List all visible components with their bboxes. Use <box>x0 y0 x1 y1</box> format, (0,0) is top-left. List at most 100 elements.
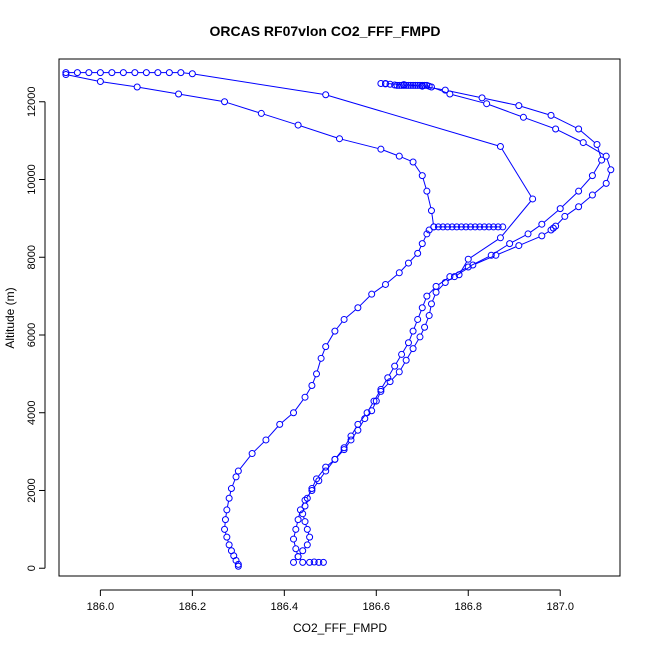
data-point <box>294 553 302 561</box>
data-point <box>119 69 127 77</box>
data-point <box>301 518 309 526</box>
data-point <box>232 473 240 481</box>
data-point <box>575 187 583 195</box>
data-point <box>549 224 557 232</box>
data-point <box>299 547 307 555</box>
data-point <box>313 370 321 378</box>
data-point <box>457 223 465 231</box>
series-segment <box>327 461 334 469</box>
data-point <box>303 541 311 549</box>
series-segment <box>580 196 591 206</box>
series-segment <box>381 380 387 388</box>
series-segment <box>422 178 427 189</box>
data-point <box>423 292 431 300</box>
series-segment <box>580 177 591 190</box>
y-tick-label: 4000 <box>26 400 38 424</box>
data-point <box>538 220 546 228</box>
data-point <box>469 261 477 269</box>
series-segment <box>425 318 429 325</box>
series-segment <box>409 333 413 341</box>
series-segment <box>489 104 521 117</box>
series-segment <box>312 376 316 383</box>
data-point <box>133 83 141 91</box>
series-segment <box>413 322 418 329</box>
data-point <box>409 327 417 335</box>
data-point <box>322 467 330 475</box>
data-point <box>290 409 298 417</box>
plot-frame <box>58 58 621 577</box>
series-segment <box>294 399 304 411</box>
data-point <box>395 81 403 89</box>
data-point <box>322 343 330 351</box>
series-segment <box>557 218 564 225</box>
data-point <box>131 69 139 77</box>
y-tick-label: 2000 <box>26 478 38 502</box>
series-segment <box>558 129 581 142</box>
series-segment <box>359 414 366 423</box>
series-segment <box>320 473 325 479</box>
series-segment <box>606 172 611 181</box>
series-segment <box>293 541 296 546</box>
series-segment <box>328 95 498 147</box>
series-segment <box>429 306 432 313</box>
series-segment <box>298 512 301 517</box>
data-point <box>381 79 389 87</box>
data-point <box>402 356 410 364</box>
series-segment <box>388 368 394 376</box>
y-axis: 0 2000 4000 6000 8000 10000 12000 <box>26 86 46 571</box>
data-point <box>308 486 316 494</box>
series-segment <box>342 138 379 149</box>
x-axis: 186.0 186.2 186.4 186.6 186.8 187.0 <box>87 589 574 613</box>
series-segment <box>301 502 305 508</box>
data-point <box>331 455 339 463</box>
data-point <box>515 242 523 250</box>
data-point <box>363 409 371 417</box>
data-point <box>414 249 422 257</box>
series-segment <box>316 361 321 372</box>
data-point <box>423 187 431 195</box>
series-segment <box>183 72 190 74</box>
data-point <box>377 385 385 393</box>
data-point <box>331 327 339 335</box>
data-point <box>432 288 440 296</box>
series-segment <box>475 256 494 265</box>
data-point <box>602 179 610 187</box>
series-segment <box>267 426 279 439</box>
data-point <box>430 223 438 231</box>
data-point <box>602 152 610 160</box>
x-tick-label: 187.0 <box>546 601 574 613</box>
series-segment <box>562 192 577 207</box>
series-segment <box>456 266 471 276</box>
series-segment <box>388 83 401 85</box>
y-tick-label: 0 <box>26 565 38 571</box>
series-segment <box>253 441 265 452</box>
data-point <box>450 273 458 281</box>
data-point <box>368 407 376 415</box>
data-point <box>177 69 185 77</box>
series-segment <box>493 244 508 255</box>
data-point <box>483 100 491 108</box>
series-segment <box>423 236 427 242</box>
data-point <box>234 560 242 568</box>
data-point <box>276 420 284 428</box>
data-point <box>476 223 484 231</box>
series-segment <box>585 143 604 156</box>
series-segment <box>544 231 549 235</box>
data-point <box>310 558 318 566</box>
data-point <box>62 71 70 79</box>
data-point <box>434 223 442 231</box>
data-point <box>494 223 502 231</box>
series-segment <box>368 403 373 411</box>
series-profile-2 <box>290 79 615 566</box>
y-tick-label: 8000 <box>26 245 38 269</box>
series-segment <box>346 309 356 318</box>
series-segment <box>512 234 526 243</box>
series-segment <box>225 512 227 517</box>
series-segment <box>232 479 236 486</box>
data-point <box>340 446 348 454</box>
series-segment <box>336 449 343 458</box>
data-point <box>384 374 392 382</box>
data-point <box>294 516 302 524</box>
series-segment <box>470 239 499 258</box>
data-point <box>96 69 104 77</box>
